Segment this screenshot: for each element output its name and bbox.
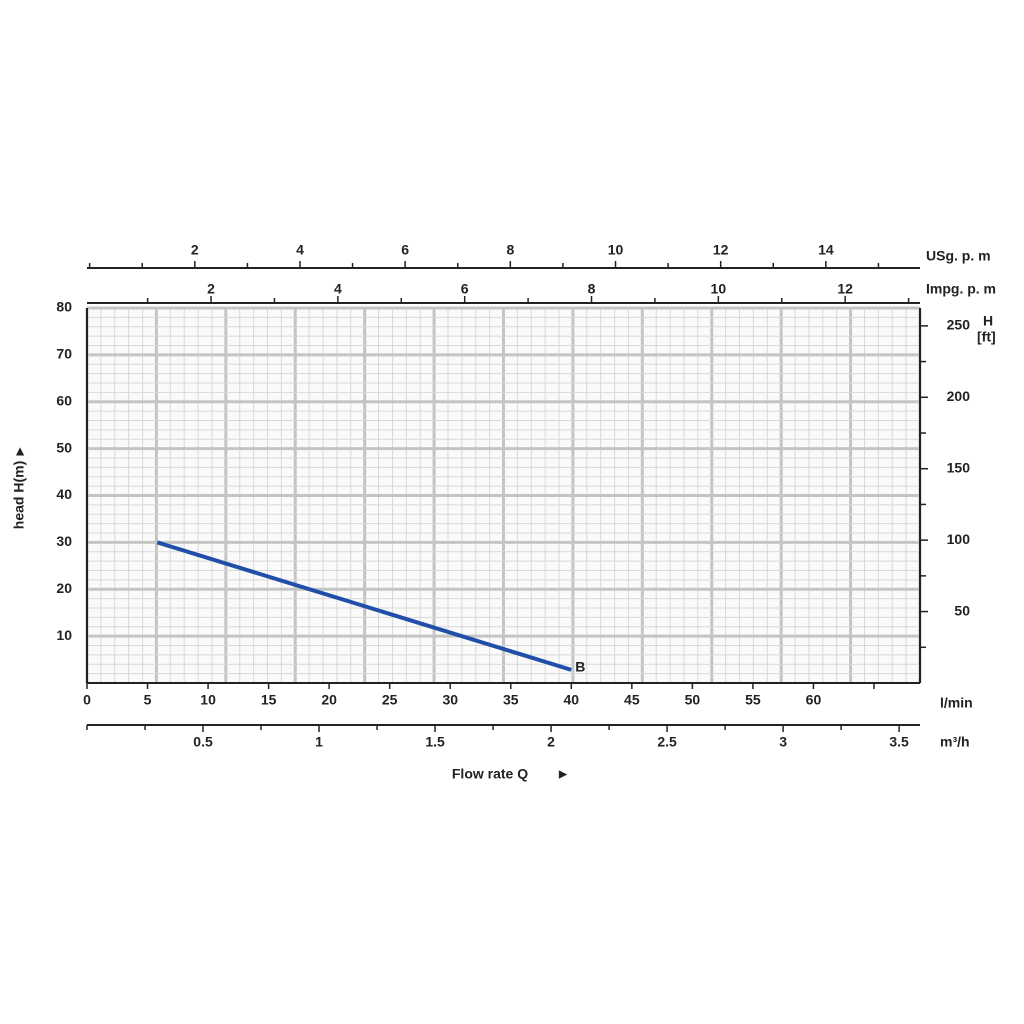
y-tick-label: 80 <box>56 299 72 315</box>
x-tick-label: 15 <box>261 692 277 708</box>
y2-tick-label: 200 <box>947 388 971 404</box>
x-tick-label: 25 <box>382 692 398 708</box>
x-tick-label: 6 <box>461 281 469 297</box>
x-tick-label: 10 <box>608 242 624 258</box>
x-tick-label: 35 <box>503 692 519 708</box>
x-axis-unit: USg. p. m <box>926 248 991 264</box>
x-tick-label: 55 <box>745 692 761 708</box>
y-tick-label: 20 <box>56 580 72 596</box>
x-tick-label: 14 <box>818 242 834 258</box>
y2-axis-title: H <box>983 313 993 329</box>
x-tick-label: 8 <box>588 281 596 297</box>
x-tick-label: 10 <box>200 692 216 708</box>
y2-tick-label: 250 <box>947 317 971 333</box>
y-axis-title: head H(m) <box>11 461 27 529</box>
x-tick-label: 50 <box>685 692 701 708</box>
x-tick-label: 6 <box>401 242 409 258</box>
y-tick-label: 40 <box>56 486 72 502</box>
y2-tick-label: 150 <box>947 459 971 475</box>
x-tick-label: 1 <box>315 734 323 750</box>
y-tick-label: 70 <box>56 346 72 362</box>
x-tick-label: 1.5 <box>425 734 445 750</box>
x-tick-label: 2.5 <box>657 734 677 750</box>
x-tick-label: 0.5 <box>193 734 213 750</box>
x-tick-label: 3.5 <box>889 734 909 750</box>
y-tick-label: 60 <box>56 392 72 408</box>
curve <box>156 540 572 672</box>
arrow: ► <box>556 766 570 782</box>
x-axis-title: Flow rate Q <box>452 766 528 782</box>
x-tick-label: 3 <box>779 734 787 750</box>
x-tick-label: 5 <box>144 692 152 708</box>
x-axis-unit: Impg. p. m <box>926 281 996 297</box>
y2-tick-label: 50 <box>954 602 970 618</box>
y-tick-label: 10 <box>56 627 72 643</box>
y2-tick-label: 100 <box>947 531 971 547</box>
y2-axis-unit: [ft] <box>977 329 996 345</box>
x-axis-unit: m³/h <box>940 734 970 750</box>
x-tick-label: 45 <box>624 692 640 708</box>
x-axis-unit: l/min <box>940 695 973 711</box>
x-tick-label: 2 <box>207 281 215 297</box>
curve-label: B <box>575 659 585 675</box>
x-tick-label: 60 <box>806 692 822 708</box>
x-tick-label: 8 <box>506 242 514 258</box>
x-tick-label: 40 <box>564 692 580 708</box>
x-tick-label: 12 <box>837 281 853 297</box>
x-tick-label: 30 <box>442 692 458 708</box>
x-tick-label: 4 <box>334 281 342 297</box>
x-tick-label: 2 <box>547 734 555 750</box>
arrow: ▲ <box>13 443 27 459</box>
x-tick-label: 10 <box>711 281 727 297</box>
y-tick-label: 50 <box>56 439 72 455</box>
x-tick-label: 2 <box>191 242 199 258</box>
x-tick-label: 12 <box>713 242 729 258</box>
x-tick-label: 0 <box>83 692 91 708</box>
x-tick-label: 4 <box>296 242 304 258</box>
x-tick-label: 20 <box>321 692 337 708</box>
y-tick-label: 30 <box>56 533 72 549</box>
